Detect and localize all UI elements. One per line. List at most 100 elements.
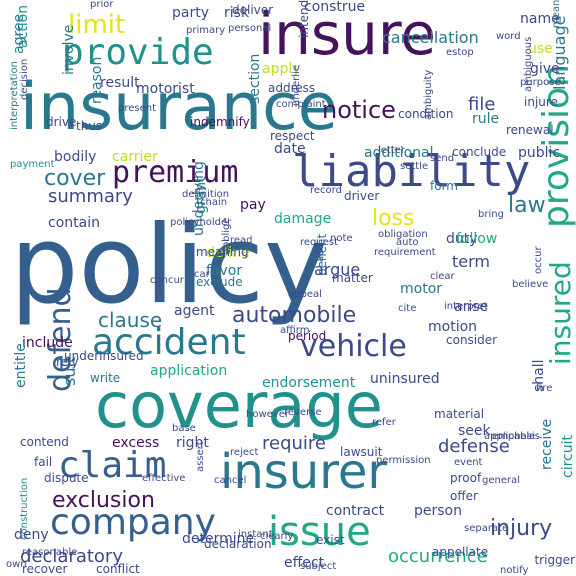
- word: interpret: [444, 301, 488, 312]
- word: cancel: [214, 475, 247, 486]
- word: arise: [454, 299, 489, 315]
- word: provide: [62, 32, 214, 73]
- word: define: [206, 245, 250, 261]
- word: declaratory: [20, 546, 123, 567]
- word: excess: [112, 435, 160, 451]
- word: respect: [270, 129, 315, 143]
- word: right: [176, 435, 209, 451]
- word: send: [430, 153, 455, 164]
- word: involve: [61, 24, 77, 75]
- word: damage: [274, 211, 332, 227]
- word: uninsured: [370, 371, 440, 387]
- word: offer: [450, 489, 478, 503]
- word: limit: [68, 10, 126, 40]
- word: chain: [200, 197, 228, 208]
- word: insurer: [220, 444, 388, 500]
- word: use: [528, 41, 553, 57]
- word: endorsement: [262, 375, 356, 391]
- word: bodily: [54, 149, 97, 165]
- word: notice: [322, 96, 396, 124]
- word: contain: [48, 215, 100, 231]
- word: interpretation: [9, 61, 20, 130]
- word: additional: [364, 145, 434, 161]
- word: estop: [446, 47, 474, 58]
- word: emphasis: [492, 431, 540, 442]
- word: driver: [344, 189, 380, 203]
- word: read: [230, 235, 253, 246]
- word: declaration: [204, 537, 272, 551]
- word: motor: [400, 281, 443, 297]
- word: form: [430, 179, 458, 193]
- word: effective: [142, 473, 186, 484]
- word: instant: [238, 529, 273, 540]
- word: letter: [378, 145, 406, 156]
- word: premium: [112, 155, 239, 190]
- word: matter: [332, 271, 373, 285]
- word: liability: [292, 146, 531, 197]
- word: clear: [430, 271, 455, 282]
- word: word: [496, 31, 521, 42]
- word: risk: [224, 5, 250, 21]
- word: indemnify: [190, 115, 250, 129]
- word: reverse: [284, 407, 322, 418]
- word: defense: [438, 436, 510, 457]
- word: mean: [551, 0, 562, 29]
- word: conflict: [96, 562, 140, 576]
- word: motion: [428, 319, 478, 335]
- word: appeal: [288, 289, 322, 300]
- word: section: [247, 53, 263, 104]
- word: require: [262, 433, 326, 454]
- word: loss: [372, 206, 415, 231]
- word: base: [172, 423, 196, 434]
- word: claim: [58, 445, 167, 486]
- word: occur: [533, 246, 544, 274]
- word: recover: [22, 562, 68, 576]
- word: injure: [524, 95, 558, 109]
- word: material: [434, 407, 485, 421]
- word: term: [452, 252, 490, 271]
- word: prior: [90, 0, 114, 10]
- word: consider: [446, 333, 498, 347]
- word: refer: [372, 417, 396, 428]
- word: agent: [174, 303, 215, 319]
- word: policy: [10, 203, 328, 328]
- word: effect: [284, 555, 325, 571]
- word: however: [246, 409, 289, 420]
- word: person: [414, 503, 462, 519]
- word: fail: [34, 455, 53, 469]
- word: insured: [544, 261, 576, 365]
- word: vehicle: [300, 329, 407, 364]
- word: request: [300, 237, 339, 248]
- word: intend: [297, 0, 311, 39]
- word: underlie: [291, 65, 302, 106]
- word: purpose: [520, 77, 561, 88]
- word: requirement: [374, 247, 436, 258]
- word: condition: [398, 107, 454, 121]
- word: clearly: [260, 531, 294, 542]
- word: lawsuit: [340, 445, 383, 459]
- word: construe: [304, 0, 366, 15]
- word: drive: [46, 115, 77, 129]
- word: address: [268, 81, 316, 95]
- word: reject: [230, 447, 259, 458]
- word: decision: [19, 58, 30, 100]
- word: add: [315, 243, 326, 262]
- word: general: [482, 475, 521, 486]
- word: renewal: [506, 123, 554, 137]
- word: receive: [539, 418, 555, 470]
- word: assert: [195, 441, 206, 472]
- word: note: [330, 233, 353, 244]
- word: conclude: [452, 145, 507, 159]
- word: occurrence: [388, 546, 488, 567]
- word: cancellation: [382, 28, 479, 47]
- word: contend: [20, 435, 69, 449]
- word: proof: [450, 471, 482, 485]
- word: reasonable: [22, 547, 78, 558]
- word: entitle: [13, 343, 29, 388]
- word: injury: [490, 516, 553, 541]
- word: fire: [536, 383, 553, 394]
- word: cite: [398, 303, 417, 314]
- word: file: [468, 94, 496, 115]
- word: ambiguous: [523, 36, 534, 92]
